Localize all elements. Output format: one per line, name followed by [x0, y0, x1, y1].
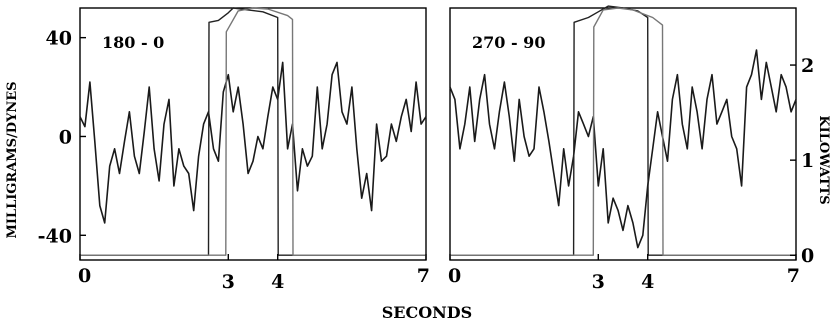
panel-annotation: 180 - 0 [102, 33, 164, 52]
y-tick-label: 0 [59, 126, 72, 148]
x-tick-label: 7 [787, 265, 800, 287]
y2-tick-label: 0 [801, 245, 814, 267]
power-trace-1 [80, 7, 426, 256]
power-trace-2 [80, 7, 426, 256]
force-trace-0 [449, 49, 797, 249]
x-tick-label: 4 [271, 271, 284, 293]
left-panel: 0 3 4 7 40 0 -40 180 - 0 [38, 7, 430, 293]
y-tick-label: -40 [38, 225, 72, 247]
y2-tick-label: 1 [801, 150, 814, 172]
power-trace-2 [450, 7, 796, 256]
x-tick-label: 7 [417, 265, 430, 287]
x-tick-label: 3 [592, 271, 605, 293]
right-panel: 0 3 4 7 2 1 0 270 - 90 [448, 5, 814, 293]
x-tick-label: 0 [78, 265, 91, 287]
force-trace-0 [79, 61, 427, 224]
y-axis-label-left: MILLIGRAMS/DYNES [5, 81, 20, 238]
x-tick-label: 4 [641, 271, 654, 293]
panel-annotation: 270 - 90 [472, 33, 545, 52]
power-trace-1 [450, 5, 796, 256]
y2-tick-label: 2 [801, 55, 814, 77]
x-tick-label: 0 [448, 265, 461, 287]
y-tick-label: 40 [46, 28, 72, 50]
y-axis-label-right: KILOWATTS [816, 115, 831, 204]
x-axis-label: SECONDS [382, 303, 472, 322]
x-tick-label: 3 [222, 271, 235, 293]
